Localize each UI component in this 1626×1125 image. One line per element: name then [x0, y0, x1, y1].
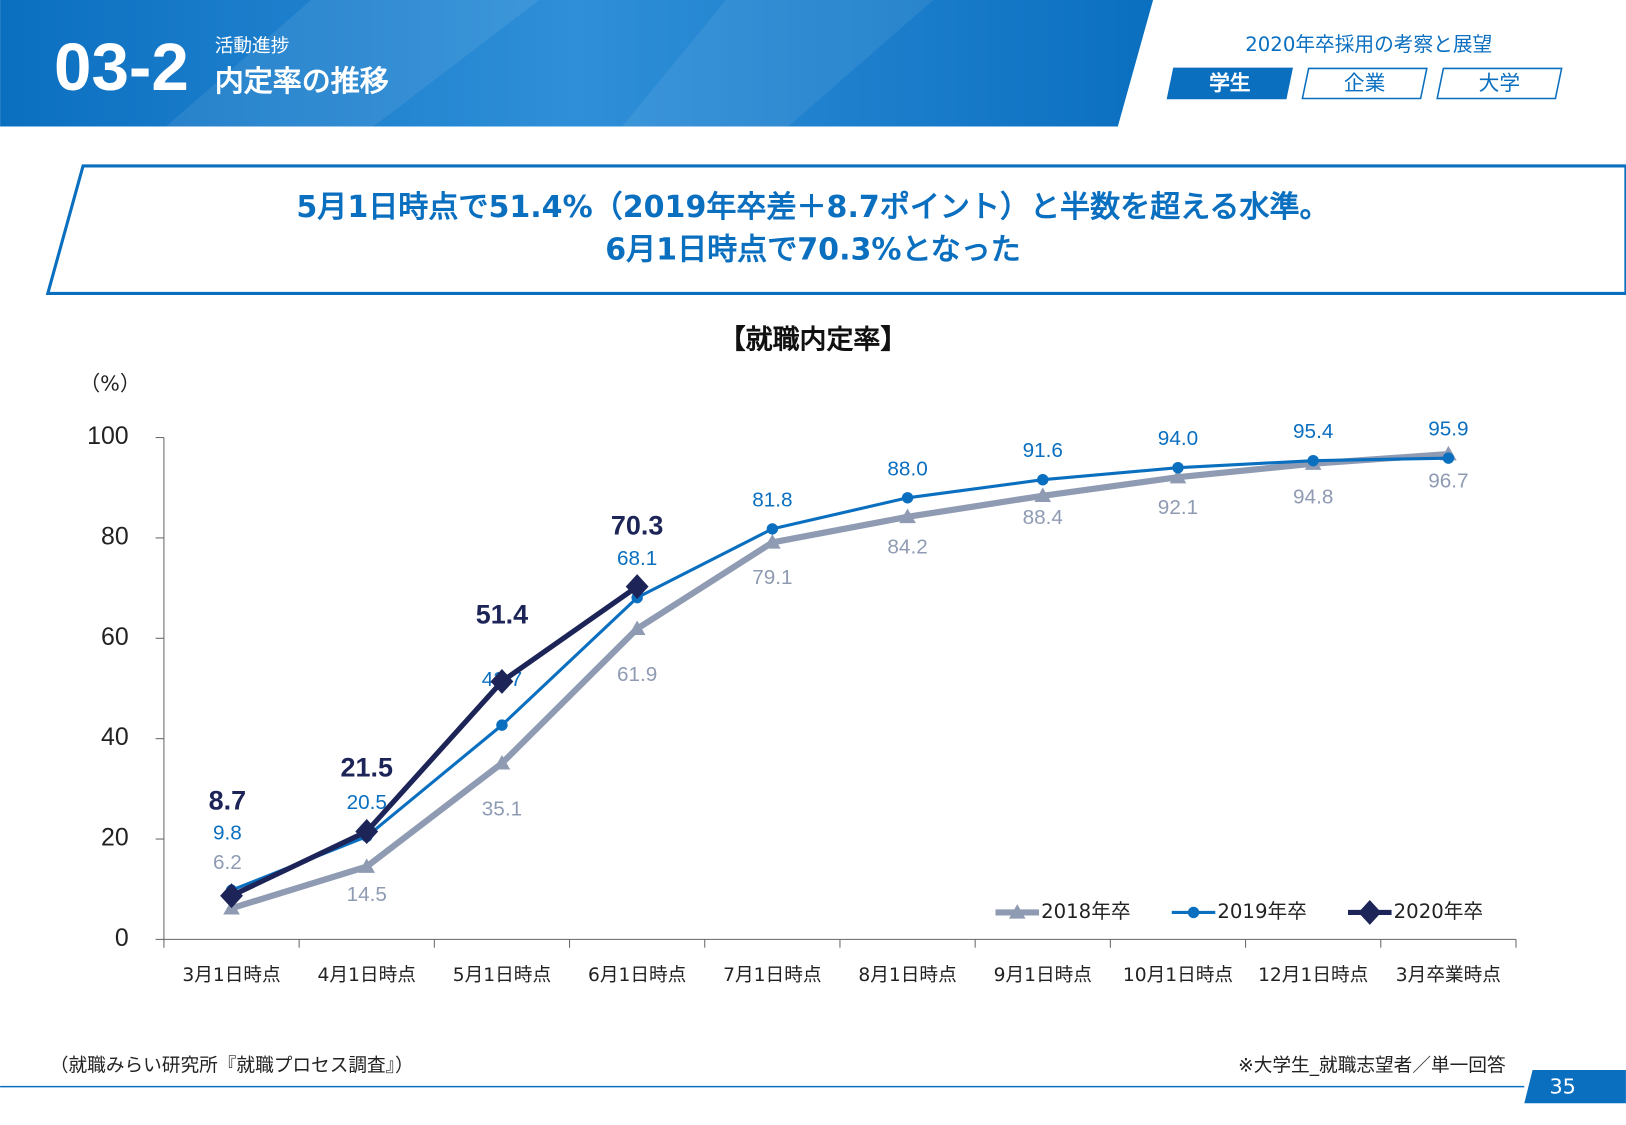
x-tick-label: 12月1日時点 — [1258, 965, 1368, 986]
marker — [899, 508, 916, 524]
marker — [493, 754, 511, 770]
chart-title: 【就職内定率】 — [719, 325, 908, 356]
section-title: 内定率の推移 — [215, 64, 389, 98]
headline-line: 5月1日時点で51.4%（2019年卒差＋8.7ポイント）と半数を超える水準。 — [296, 190, 1329, 225]
section-category: 活動進捗 — [215, 36, 290, 57]
data-label: 88.4 — [1023, 506, 1063, 529]
data-label: 61.9 — [617, 663, 657, 686]
source-note: （就職みらい研究所『就職プロセス調査』） — [50, 1055, 414, 1076]
marker — [1037, 474, 1049, 486]
marker — [764, 534, 781, 549]
y-tick-label: 20 — [101, 824, 129, 852]
series-line — [230, 456, 1449, 892]
data-label: 84.2 — [887, 535, 927, 558]
y-tick-label: 40 — [101, 723, 129, 751]
x-tick-label: 5月1日時点 — [453, 965, 551, 986]
y-axis-label: （%） — [79, 372, 140, 396]
data-label: 21.5 — [341, 752, 393, 782]
legend-marker — [1358, 900, 1382, 925]
x-tick-label: 4月1日時点 — [318, 965, 416, 986]
x-tick-label: 3月1日時点 — [182, 965, 280, 986]
banner-facet — [165, 0, 540, 127]
x-tick-label: 3月卒業時点 — [1396, 965, 1501, 986]
tab[interactable] — [1301, 67, 1428, 100]
x-tick-label: 6月1日時点 — [588, 965, 686, 986]
marker — [1034, 487, 1052, 502]
report-title: 2020年卒採用の考察と展望 — [1245, 33, 1492, 56]
marker — [628, 620, 646, 635]
data-label: 96.7 — [1428, 470, 1468, 493]
tab[interactable] — [1436, 67, 1563, 100]
plot: 0 20 40 60 80 100 3月1日時点 4月1日時点 5月1日時点 6月1日時点 7月1日… — [87, 418, 1517, 986]
data-label: 95.9 — [1428, 418, 1468, 441]
tab-label[interactable]: 学生 — [1209, 71, 1251, 95]
tabs: 学生 企業 大学 — [1166, 67, 1563, 100]
x-tick-label: 8月1日時点 — [858, 965, 956, 986]
marker — [1172, 461, 1184, 474]
data-label: 51.4 — [476, 599, 528, 629]
y-tick-label: 60 — [101, 623, 129, 651]
y-tick-label: 100 — [87, 422, 129, 450]
data-label: 95.4 — [1293, 420, 1333, 443]
data-label: 91.6 — [1023, 439, 1063, 462]
x-tick-label: 7月1日時点 — [723, 965, 821, 986]
data-label: 94.0 — [1158, 427, 1198, 450]
data-label: 81.8 — [752, 488, 792, 511]
data-label: 14.5 — [347, 883, 387, 906]
marker — [1442, 452, 1455, 464]
tab-label[interactable]: 企業 — [1344, 71, 1385, 95]
tab-label[interactable]: 大学 — [1479, 71, 1520, 95]
tab[interactable] — [1166, 67, 1293, 100]
data-label: 6.2 — [213, 851, 242, 874]
marker — [355, 819, 379, 844]
marker — [901, 492, 914, 504]
data-label: 9.8 — [213, 822, 242, 845]
legend-label: 2018年卒 — [1041, 900, 1130, 923]
data-label: 92.1 — [1158, 496, 1198, 519]
x-tick-label: 9月1日時点 — [994, 965, 1092, 986]
legend-marker — [1187, 906, 1200, 919]
series-line — [230, 584, 639, 899]
marker — [496, 719, 508, 731]
marker — [1169, 468, 1187, 484]
survey-note: ※大学生_就職志望者／単一回答 — [1238, 1055, 1506, 1076]
headline-line: 6月1日時点で70.3%となった — [605, 232, 1021, 267]
marker — [1307, 454, 1319, 467]
header-banner — [0, 0, 1154, 127]
page-number: 35 — [1549, 1075, 1575, 1099]
legend-label: 2020年卒 — [1394, 900, 1483, 923]
data-label: 20.5 — [347, 791, 387, 814]
y-tick-label: 80 — [101, 523, 129, 551]
series-line — [230, 451, 1449, 912]
data-label: 79.1 — [752, 566, 792, 589]
marker — [358, 858, 376, 873]
legend-label: 2019年卒 — [1217, 900, 1306, 923]
section-number: 03-2 — [54, 31, 189, 105]
x-tick-label: 10月1日時点 — [1123, 965, 1233, 986]
marker — [490, 669, 514, 694]
headline-box — [45, 164, 1626, 295]
marker — [625, 574, 649, 600]
data-label: 8.7 — [209, 786, 246, 816]
marker — [766, 523, 779, 535]
legend-marker — [1008, 904, 1026, 919]
data-label: 35.1 — [482, 797, 522, 820]
page-badge — [1524, 1070, 1626, 1104]
data-label: 88.0 — [887, 457, 927, 480]
data-label: 94.8 — [1293, 485, 1333, 508]
data-label: 68.1 — [617, 547, 657, 570]
data-label: 70.3 — [611, 511, 663, 541]
banner-facet — [622, 0, 934, 127]
y-tick-label: 0 — [115, 924, 129, 952]
